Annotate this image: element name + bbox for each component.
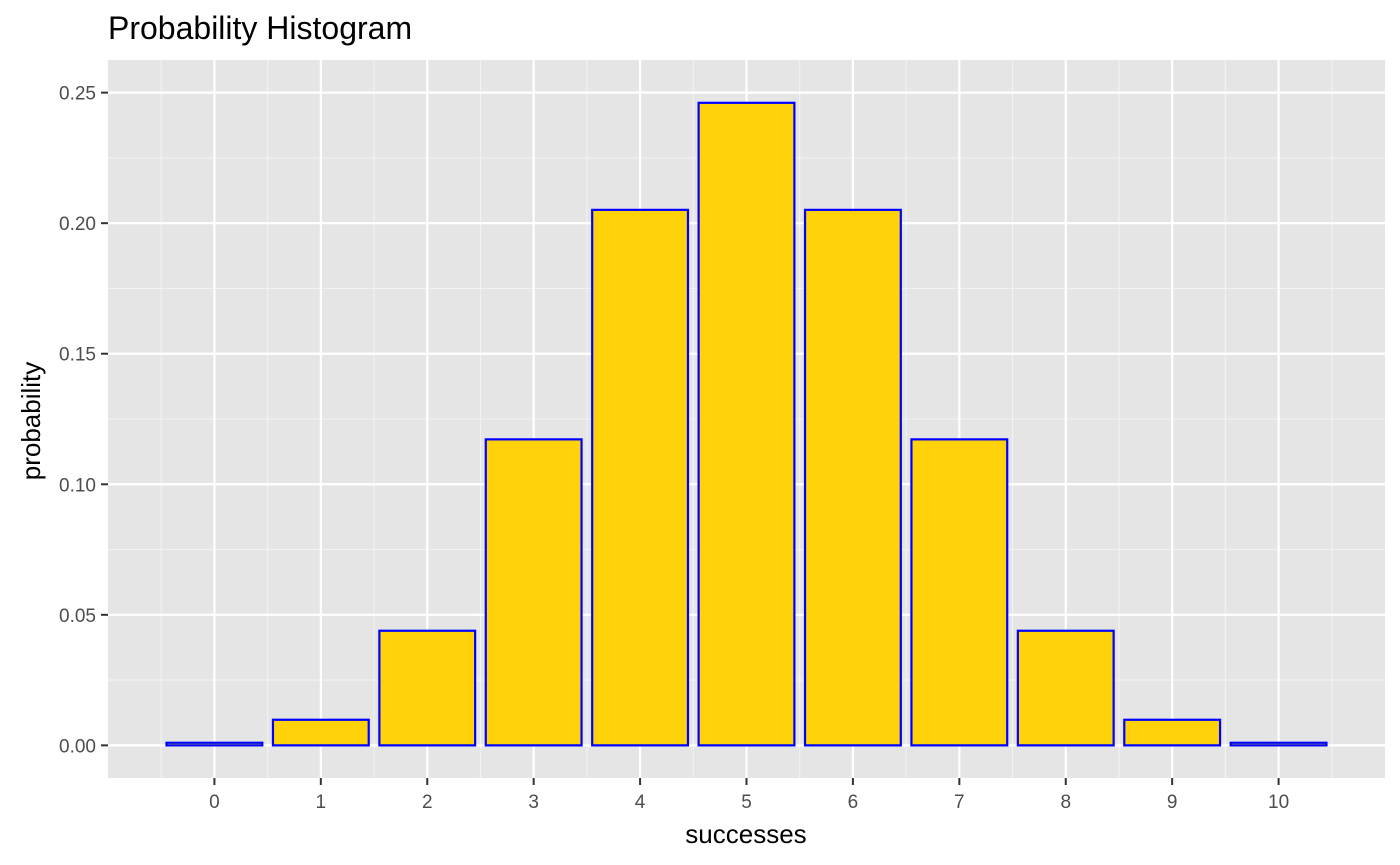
- bar-1: [271, 718, 370, 747]
- bar-0: [165, 741, 264, 747]
- bar-9: [1123, 718, 1222, 747]
- x-tick-label: 8: [1060, 792, 1071, 813]
- y-tick-label: 0.10: [59, 475, 96, 496]
- x-axis-title: successes: [685, 819, 806, 849]
- y-tick-label: 0.20: [59, 214, 96, 235]
- y-tick-label: 0.00: [59, 736, 96, 757]
- y-tick-label: 0.25: [59, 84, 96, 105]
- x-tick-label: 4: [635, 792, 646, 813]
- chart-title: Probability Histogram: [108, 10, 412, 46]
- bar-4: [591, 208, 690, 747]
- bar-5: [697, 101, 796, 747]
- y-tick-label: 0.05: [59, 606, 96, 627]
- x-axis: 0 1 2 3 4 5 6 7 8 9 10: [209, 778, 1289, 813]
- bar-10: [1229, 741, 1328, 747]
- x-tick-label: 1: [316, 792, 327, 813]
- bar-3: [484, 438, 583, 747]
- bar-2: [378, 629, 477, 747]
- x-tick-label: 7: [954, 792, 965, 813]
- bar-6: [803, 208, 902, 747]
- x-tick-label: 10: [1268, 792, 1289, 813]
- x-tick-label: 2: [422, 792, 433, 813]
- y-tick-label: 0.15: [59, 345, 96, 366]
- x-tick-label: 6: [848, 792, 859, 813]
- y-axis: 0.00 0.05 0.10 0.15 0.20 0.25: [59, 84, 108, 757]
- bar-series: [165, 101, 1328, 747]
- x-tick-label: 0: [209, 792, 220, 813]
- bar-7: [910, 438, 1009, 747]
- y-axis-title: probability: [16, 362, 46, 481]
- x-tick-label: 5: [741, 792, 752, 813]
- x-tick-label: 3: [528, 792, 539, 813]
- bar-8: [1016, 629, 1115, 747]
- x-tick-label: 9: [1167, 792, 1178, 813]
